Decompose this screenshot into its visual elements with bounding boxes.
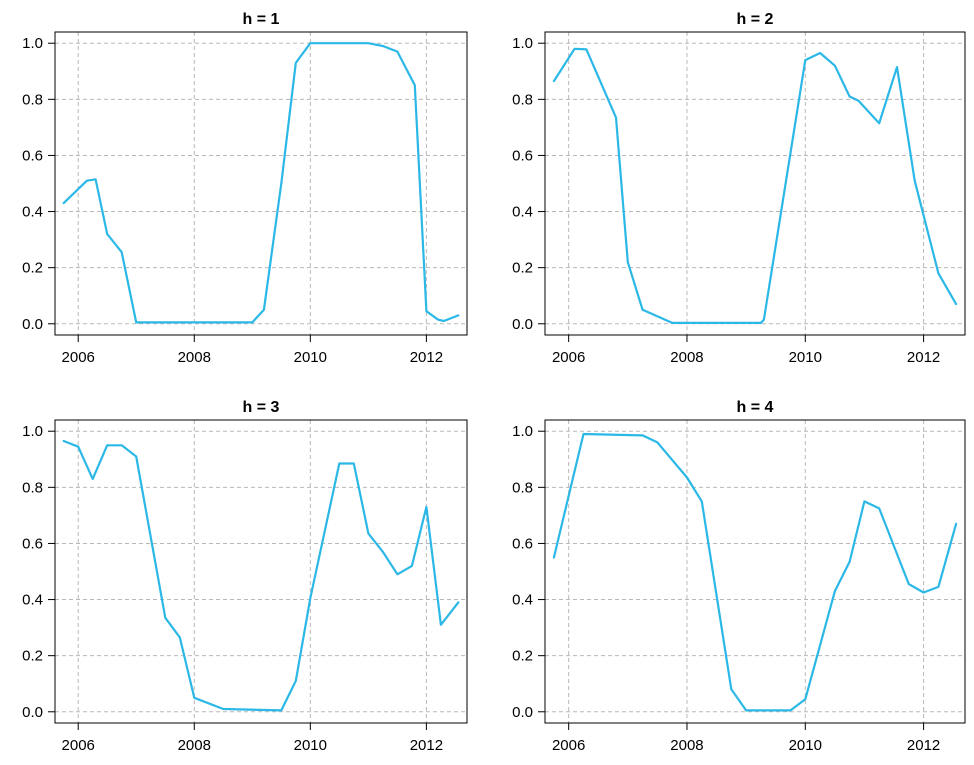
panel-2-frame [544,31,966,336]
panel-1-ytick-label-4: 0.8 [22,91,43,108]
panel-4-ytick-label-2: 0.4 [512,592,533,609]
panel-3-frame [54,419,468,724]
panel-3-title: h = 3 [243,399,280,416]
panel-1-xtick-label-1: 2008 [178,349,211,366]
chart-panel-h3: 2006 2008 2010 2012 0.0 0.2 0.4 0.6 0.8 1.0 h = 3 [22,399,468,754]
panel-4-frame [544,419,966,724]
panel-1-ytick-label-1: 0.2 [22,260,43,277]
chart-panel-h1: 2006 2008 2010 2012 0.0 0.2 0.4 0.6 0.8 1.0 h = 1 [22,11,468,366]
panel-2-xtick-label-0: 2006 [552,349,585,366]
chart-panel-h2: 2006 2008 2010 2012 0.0 0.2 0.4 0.6 0.8 1.0 h = 2 [512,11,966,366]
panel-2-title: h = 2 [737,11,774,28]
panel-2-ytick-label-1: 0.2 [512,260,533,277]
panel-3-xtick-label-2: 2010 [294,737,327,754]
panel-1-xtick-label-2: 2010 [294,349,327,366]
panel-3-ytick-label-5: 1.0 [22,423,43,440]
panel-4-ytick-label-4: 0.8 [512,479,533,496]
panel-1-xtick-label-3: 2012 [410,349,443,366]
panel-2-xtick-label-3: 2012 [907,349,940,366]
panel-4-ytick-label-3: 0.6 [512,535,533,552]
panel-4-xtick-label-2: 2010 [789,737,822,754]
chart-panel-h4: 2006 2008 2010 2012 0.0 0.2 0.4 0.6 0.8 1.0 h = 4 [512,399,966,754]
panel-3-ytick-label-3: 0.6 [22,535,43,552]
panel-4-ytick-label-5: 1.0 [512,423,533,440]
panel-3-series-line-0 [62,439,460,712]
panel-1-xtick-label-0: 2006 [62,349,95,366]
panel-2-series-line-0 [552,47,958,324]
panel-2-xtick-label-2: 2010 [789,349,822,366]
panel-3-ytick-label-1: 0.2 [22,648,43,665]
panel-4-series-line-0 [552,432,958,712]
panel-4-xtick-label-3: 2012 [907,737,940,754]
panel-4-title: h = 4 [737,399,774,416]
panel-4-ytick-label-1: 0.2 [512,648,533,665]
panel-1-title: h = 1 [243,11,280,28]
panel-3-xtick-label-0: 2006 [62,737,95,754]
panel-2-ytick-label-0: 0.0 [512,316,533,333]
panel-2-ytick-label-3: 0.6 [512,147,533,164]
panel-1-frame [54,31,468,336]
panel-3-ytick-label-0: 0.0 [22,704,43,721]
panel-1-series-line-0 [62,42,460,324]
panel-2-ytick-label-5: 1.0 [512,35,533,52]
panel-2-ytick-label-4: 0.8 [512,91,533,108]
panel-3-xtick-label-1: 2008 [178,737,211,754]
panel-1-ytick-label-0: 0.0 [22,316,43,333]
panel-1-ytick-label-2: 0.4 [22,204,43,221]
panel-4-xtick-label-0: 2006 [552,737,585,754]
panel-4-ytick-label-0: 0.0 [512,704,533,721]
panel-3-xtick-label-3: 2012 [410,737,443,754]
panel-1-ytick-label-3: 0.6 [22,147,43,164]
panel-3-ytick-label-2: 0.4 [22,592,43,609]
panel-1-ytick-label-5: 1.0 [22,35,43,52]
panel-4-xtick-label-1: 2008 [670,737,703,754]
panel-2-xtick-label-1: 2008 [670,349,703,366]
panel-3-ytick-label-4: 0.8 [22,479,43,496]
panel-2-ytick-label-2: 0.4 [512,204,533,221]
